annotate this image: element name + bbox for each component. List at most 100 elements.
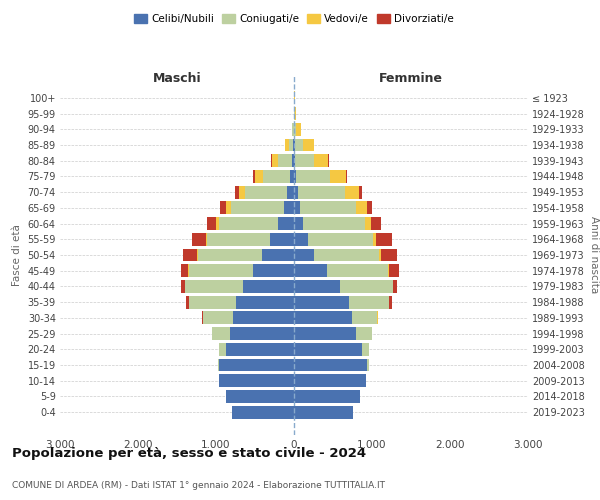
Bar <box>226 343 294 356</box>
Bar <box>340 280 393 293</box>
Bar <box>359 186 362 198</box>
Bar <box>367 202 372 214</box>
Text: COMUNE DI ARDEA (RM) - Dati ISTAT 1° gennaio 2024 - Elaborazione TUTTITALIA.IT: COMUNE DI ARDEA (RM) - Dati ISTAT 1° gen… <box>12 480 385 490</box>
Bar <box>294 343 362 356</box>
Bar <box>287 186 294 198</box>
Bar <box>304 217 365 230</box>
Bar <box>255 170 263 183</box>
Text: Maschi: Maschi <box>152 72 202 85</box>
Bar <box>294 170 296 183</box>
Bar <box>380 248 397 262</box>
Bar <box>253 264 294 277</box>
Bar <box>233 312 294 324</box>
Bar <box>294 327 356 340</box>
Bar <box>379 248 380 262</box>
Bar <box>219 374 294 387</box>
Bar <box>197 248 198 262</box>
Bar <box>206 233 208 245</box>
Bar <box>293 138 294 151</box>
Bar <box>296 170 330 183</box>
Bar <box>295 123 296 136</box>
Bar <box>290 170 294 183</box>
Bar <box>292 154 294 167</box>
Bar <box>192 233 206 245</box>
Bar <box>349 296 389 308</box>
Bar <box>270 233 294 245</box>
Bar <box>289 138 293 151</box>
Bar <box>278 217 294 230</box>
Bar <box>356 202 367 214</box>
Bar <box>219 358 294 372</box>
Bar <box>202 312 203 324</box>
Bar <box>389 264 400 277</box>
Bar <box>231 202 284 214</box>
Bar <box>188 296 235 308</box>
Bar <box>226 202 231 214</box>
Bar <box>294 233 308 245</box>
Bar <box>294 296 349 308</box>
Bar <box>219 217 278 230</box>
Bar <box>308 233 373 245</box>
Text: Popolazione per età, sesso e stato civile - 2024: Popolazione per età, sesso e stato civil… <box>12 448 366 460</box>
Bar <box>253 170 255 183</box>
Bar <box>181 280 185 293</box>
Bar <box>219 343 226 356</box>
Bar <box>294 374 366 387</box>
Bar <box>300 202 356 214</box>
Bar <box>220 202 226 214</box>
Bar <box>263 170 290 183</box>
Bar <box>208 233 270 245</box>
Bar <box>294 358 367 372</box>
Bar <box>394 280 397 293</box>
Bar <box>295 154 314 167</box>
Bar <box>294 154 295 167</box>
Bar <box>352 312 377 324</box>
Bar <box>292 123 293 136</box>
Y-axis label: Anni di nascita: Anni di nascita <box>589 216 599 294</box>
Bar <box>188 264 253 277</box>
Bar <box>389 296 392 308</box>
Bar <box>330 170 346 183</box>
Bar <box>294 138 295 151</box>
Bar <box>376 233 392 245</box>
Bar <box>294 406 353 418</box>
Bar <box>346 170 347 183</box>
Bar <box>373 233 376 245</box>
Bar <box>181 264 188 277</box>
Bar <box>271 154 272 167</box>
Bar <box>216 217 219 230</box>
Bar <box>302 138 314 151</box>
Bar <box>296 123 301 136</box>
Bar <box>203 312 233 324</box>
Bar <box>294 312 352 324</box>
Y-axis label: Fasce di età: Fasce di età <box>12 224 22 286</box>
Bar <box>294 186 298 198</box>
Bar <box>295 138 302 151</box>
Bar <box>286 138 289 151</box>
Bar <box>356 327 372 340</box>
Bar <box>314 154 328 167</box>
Bar <box>186 296 188 308</box>
Bar <box>314 248 379 262</box>
Bar <box>294 202 300 214</box>
Bar <box>365 217 371 230</box>
Bar <box>377 312 379 324</box>
Legend: Celibi/Nubili, Coniugati/e, Vedovi/e, Divorziati/e: Celibi/Nubili, Coniugati/e, Vedovi/e, Di… <box>130 10 458 29</box>
Bar <box>235 186 239 198</box>
Bar <box>212 327 230 340</box>
Bar <box>295 107 296 120</box>
Bar <box>328 154 329 167</box>
Bar <box>284 202 294 214</box>
Bar <box>294 217 304 230</box>
Bar <box>245 186 287 198</box>
Bar <box>367 358 369 372</box>
Bar <box>294 390 359 403</box>
Bar <box>226 390 294 403</box>
Bar <box>218 358 219 372</box>
Bar <box>232 406 294 418</box>
Bar <box>362 343 369 356</box>
Bar <box>371 217 380 230</box>
Bar <box>388 264 389 277</box>
Bar <box>278 154 292 167</box>
Bar <box>344 186 359 198</box>
